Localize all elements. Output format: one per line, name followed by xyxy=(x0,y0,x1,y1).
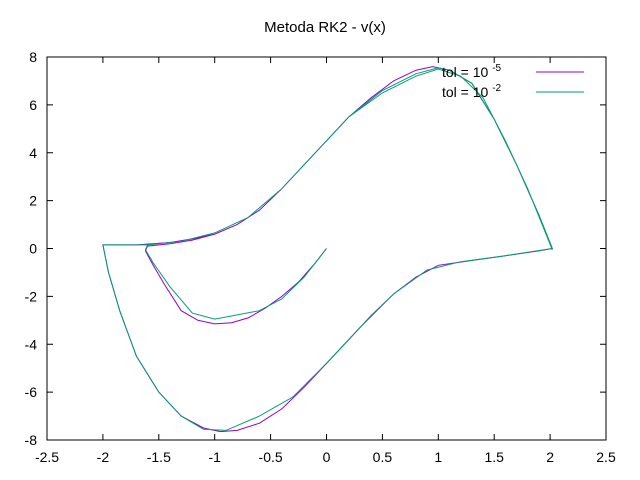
x-tick-label: 2.5 xyxy=(596,449,616,465)
legend-label-2: tol = 10 -2 xyxy=(442,83,502,100)
y-tick-label: -2 xyxy=(25,288,38,304)
y-tick-label: 8 xyxy=(29,49,37,65)
y-tick-label: 4 xyxy=(29,145,37,161)
x-tick-label: 0 xyxy=(323,449,331,465)
x-tick-label: -2.5 xyxy=(35,449,59,465)
y-tick-label: 2 xyxy=(29,193,37,209)
y-tick-label: -4 xyxy=(25,336,38,352)
y-tick-label: 6 xyxy=(29,97,37,113)
x-tick-label: -2 xyxy=(97,449,110,465)
x-tick-label: 0.5 xyxy=(373,449,393,465)
legend: tol = 10 -5 tol = 10 -2 xyxy=(442,63,584,100)
series-line-2 xyxy=(102,67,553,431)
y-tick-label: 0 xyxy=(29,241,37,257)
x-tick-label: -1 xyxy=(208,449,221,465)
legend-label-1: tol = 10 -5 xyxy=(442,63,502,80)
chart-title: Metoda RK2 - v(x) xyxy=(264,19,386,36)
x-tick-label: 2 xyxy=(546,449,554,465)
x-tick-label: 1 xyxy=(434,449,442,465)
x-tick-label: -0.5 xyxy=(259,449,283,465)
series-line-1 xyxy=(102,66,553,433)
y-tick-label: -6 xyxy=(25,384,38,400)
y-tick-label: -8 xyxy=(25,432,38,448)
x-tick-label: 1.5 xyxy=(484,449,504,465)
series-group xyxy=(102,66,553,433)
ticks: -2.5 -2 -1.5 -1 -0.5 0 0.5 1 1.5 2 2.5 -8 -6 -4 -2 0 2 4 6… xyxy=(25,49,616,465)
x-tick-label: -1.5 xyxy=(147,449,171,465)
